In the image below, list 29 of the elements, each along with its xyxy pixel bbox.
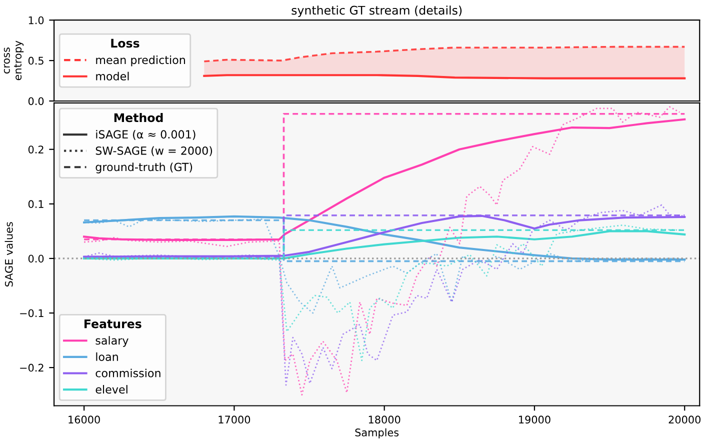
legend-label: commission — [96, 368, 160, 378]
x-tick-label: 19000 — [519, 416, 550, 424]
y-tick-label: 0.0 — [28, 97, 44, 106]
legend-label: loan — [96, 352, 118, 361]
x-axis-title: Samples — [355, 428, 399, 438]
y-tick-label: 1.0 — [28, 16, 44, 24]
x-tick-label: 16000 — [68, 416, 100, 424]
y-tick-label: 0.2 — [28, 146, 44, 154]
x-tick-label: 17000 — [218, 416, 250, 424]
legend-label: mean prediction — [96, 56, 185, 66]
y-tick-label: 0.0 — [28, 254, 44, 263]
text: Method — [114, 112, 163, 122]
legend-label: SW-SAGE (w = 2000) — [96, 146, 212, 156]
y-axis-title: cross entropy — [4, 40, 24, 80]
y-tick-label: −0.2 — [20, 364, 44, 372]
y-tick-label: 0.1 — [28, 200, 44, 208]
x-tick-label: 18000 — [368, 416, 400, 424]
y-tick-label: 0.5 — [28, 56, 44, 65]
x-tick-label: 20000 — [668, 416, 700, 424]
y-axis-title: SAGE values — [4, 222, 13, 286]
legend-label: elevel — [96, 385, 128, 394]
legend-label: model — [96, 72, 129, 80]
legend-label: ground-truth (GT) — [96, 162, 192, 174]
text: Loss — [111, 38, 140, 48]
legend-label: iSAGE (α ≈ 0.001) — [96, 130, 196, 140]
chart-title: synthetic GT stream (details) — [292, 6, 462, 18]
legend-label: salary — [96, 336, 128, 347]
text: Features — [84, 319, 142, 328]
y-tick-label: −0.1 — [20, 309, 44, 318]
